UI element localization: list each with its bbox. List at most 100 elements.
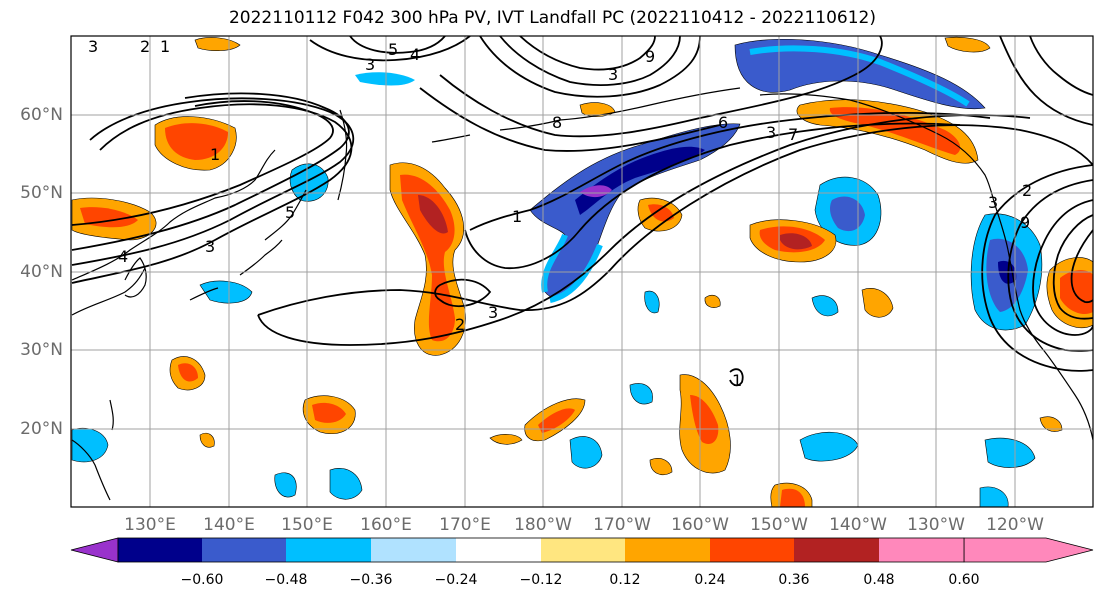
colorbar-tick-label: −0.24 [434, 572, 478, 588]
lat-label-50n: 50°N [20, 183, 63, 203]
contour-label: 5 [388, 40, 398, 59]
pos-ca-core [1060, 270, 1093, 315]
lat-label-60n: 60°N [20, 105, 63, 125]
colorbar-tick-label: 0.60 [948, 572, 980, 588]
contour-ridge-6 [439, 36, 883, 138]
pos-hawaii-core [690, 395, 719, 445]
colorbar [70, 537, 1094, 563]
contour-ridge-1 [309, 36, 471, 62]
lon-label-180w: 180°W [514, 515, 572, 535]
colorbar-tick-label: 0.24 [694, 572, 726, 588]
lon-label-130e: 130°E [124, 515, 176, 535]
contour-label: 1 [210, 145, 220, 164]
pos-tropics-8 [649, 458, 673, 475]
map-frame [70, 35, 1094, 508]
neg-tropics-5 [355, 72, 415, 86]
lon-label-160w: 160°W [671, 515, 729, 535]
contour-ridge-5 [519, 36, 656, 71]
neg-tropics-1 [569, 436, 603, 469]
colorbar-left-extension [70, 537, 119, 563]
contour-trough-coast-5 [981, 164, 1093, 372]
contour-label: 3 [608, 65, 618, 84]
pv-contours [71, 36, 1093, 387]
pos-tropics-3 [861, 288, 894, 318]
contour-label: 1 [732, 371, 742, 390]
contour-label: 7 [788, 125, 798, 144]
pos-tropics-6 [944, 37, 991, 53]
lon-label-140w: 140°W [829, 515, 887, 535]
contour-label-layer: 3 2 1 3 5 4 3 8 9 6 7 3 1 4 3 5 1 2 3 2 … [88, 37, 1032, 390]
contour-ridge-3 [479, 36, 701, 98]
colorbar-frame [117, 537, 965, 563]
contour-label: 3 [205, 237, 215, 256]
pos-philippine-core [178, 363, 198, 382]
pos-dateline-max [418, 195, 448, 234]
contour-label: 4 [410, 45, 420, 64]
neg-band-alaska-edge [749, 45, 970, 107]
contour-label: 9 [645, 47, 655, 66]
lon-label-170e: 170°E [439, 515, 491, 535]
pos-tropics-2-core [648, 204, 674, 222]
contour-label: 4 [118, 247, 128, 266]
contour-label: 3 [988, 193, 998, 212]
neg-tropics-6 [629, 383, 653, 405]
coastlines [71, 87, 1093, 501]
contour-label: 3 [488, 303, 498, 322]
neg-tropics-7 [811, 295, 839, 317]
coast-korea [124, 257, 147, 298]
colorbar-swatch [541, 538, 625, 562]
contour-ridge-7 [419, 87, 721, 152]
pos-tropics-10 [1039, 416, 1063, 432]
contour-label: 6 [718, 113, 728, 132]
neg-tropics-4 [329, 468, 363, 500]
contour-2 [71, 97, 355, 266]
contour-trough-coast-4 [1007, 179, 1093, 352]
contour-ridge-2 [349, 36, 446, 54]
pos-tropics-11 [489, 434, 523, 445]
colorbar-tick-label: −0.12 [519, 572, 563, 588]
contour-label: 5 [285, 203, 295, 222]
colorbar-tick-label: −0.60 [180, 572, 224, 588]
pos-ne-pac-arc-core [829, 107, 961, 155]
colorbar-swatch [625, 538, 710, 562]
lon-label-160e: 160°E [360, 515, 412, 535]
grid-lines [71, 36, 1093, 507]
neg-tropics-3 [984, 437, 1036, 468]
contour-trough-coast-2 [1052, 214, 1093, 320]
neg-japan-south [199, 280, 253, 304]
colorbar-tick-label: 0.12 [609, 572, 641, 588]
contour-small-loop [729, 368, 744, 387]
neg-jet-min [580, 185, 612, 198]
neg-tropics-10 [979, 486, 1009, 507]
contour-label: 9 [1020, 213, 1030, 232]
colorbar-swatch [456, 538, 541, 562]
neg-jet-edge [541, 233, 603, 303]
pc-shading-layer [71, 37, 1093, 507]
coast-alaska [559, 87, 996, 206]
neg-band-alaska [734, 38, 986, 110]
lon-label-170w: 170°W [593, 515, 651, 535]
pos-mid-pac-max [780, 233, 812, 250]
contour-trough-coast-6 [999, 36, 1093, 126]
contour-label: 1 [160, 37, 170, 56]
lat-label-20n: 20°N [20, 419, 63, 439]
lon-label-120w: 120°W [986, 515, 1044, 535]
colorbar-swatch [371, 538, 456, 562]
coast-north-america [994, 204, 1093, 441]
lon-label-140e: 140°E [203, 515, 255, 535]
contour-label: 2 [1022, 181, 1032, 200]
colorbar-tick-label: −0.48 [264, 572, 308, 588]
coast-philippines [71, 399, 114, 501]
contour-1 [71, 103, 353, 284]
colorbar-tick-label: 0.48 [863, 572, 895, 588]
neg-scs [71, 427, 109, 463]
colorbar-swatch [202, 538, 286, 562]
colorbar-right-extension [963, 537, 1094, 563]
contour-3 [71, 92, 350, 251]
neg-tropics-9 [274, 472, 297, 498]
colorbar-swatch [286, 538, 371, 562]
coast-aleutians [431, 119, 561, 143]
contour-label: 3 [88, 37, 98, 56]
contour-jet-3 [434, 278, 492, 308]
